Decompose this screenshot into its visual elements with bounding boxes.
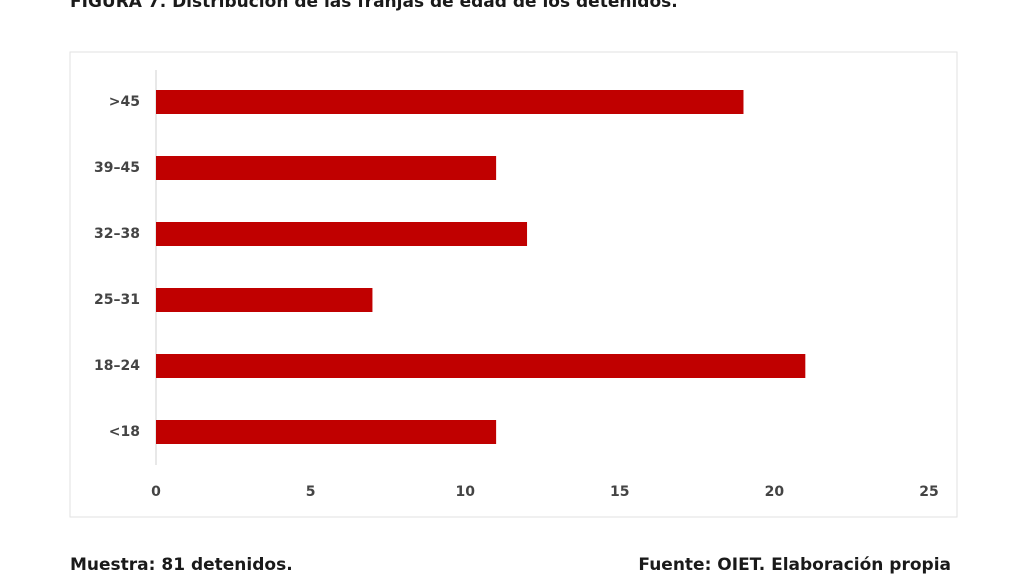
y-tick-label: >45	[109, 94, 140, 110]
y-tick-label: <18	[109, 424, 140, 440]
bar	[156, 420, 497, 444]
x-tick-label: 0	[151, 484, 161, 500]
footnote-left: Muestra: 81 detenidos.	[70, 555, 293, 575]
bar	[156, 156, 497, 180]
x-tick-label: 25	[919, 484, 938, 500]
y-tick-label: 39–45	[94, 160, 140, 176]
bar	[156, 222, 528, 246]
y-tick-label: 32–38	[94, 226, 140, 242]
footnote-right: Fuente: OIET. Elaboración propia	[638, 555, 951, 575]
x-tick-label: 15	[610, 484, 629, 500]
bar	[156, 90, 744, 114]
plot-frame	[69, 51, 958, 518]
x-tick-label: 5	[306, 484, 316, 500]
y-tick-label: 25–31	[94, 292, 140, 308]
chart-title: FIGURA 7. Distribución de las franjas de…	[70, 0, 678, 12]
bar	[156, 354, 806, 378]
x-tick-label: 20	[765, 484, 785, 500]
y-tick-label: 18–24	[94, 358, 140, 374]
x-tick-label: 10	[455, 484, 475, 500]
bar	[156, 288, 373, 312]
